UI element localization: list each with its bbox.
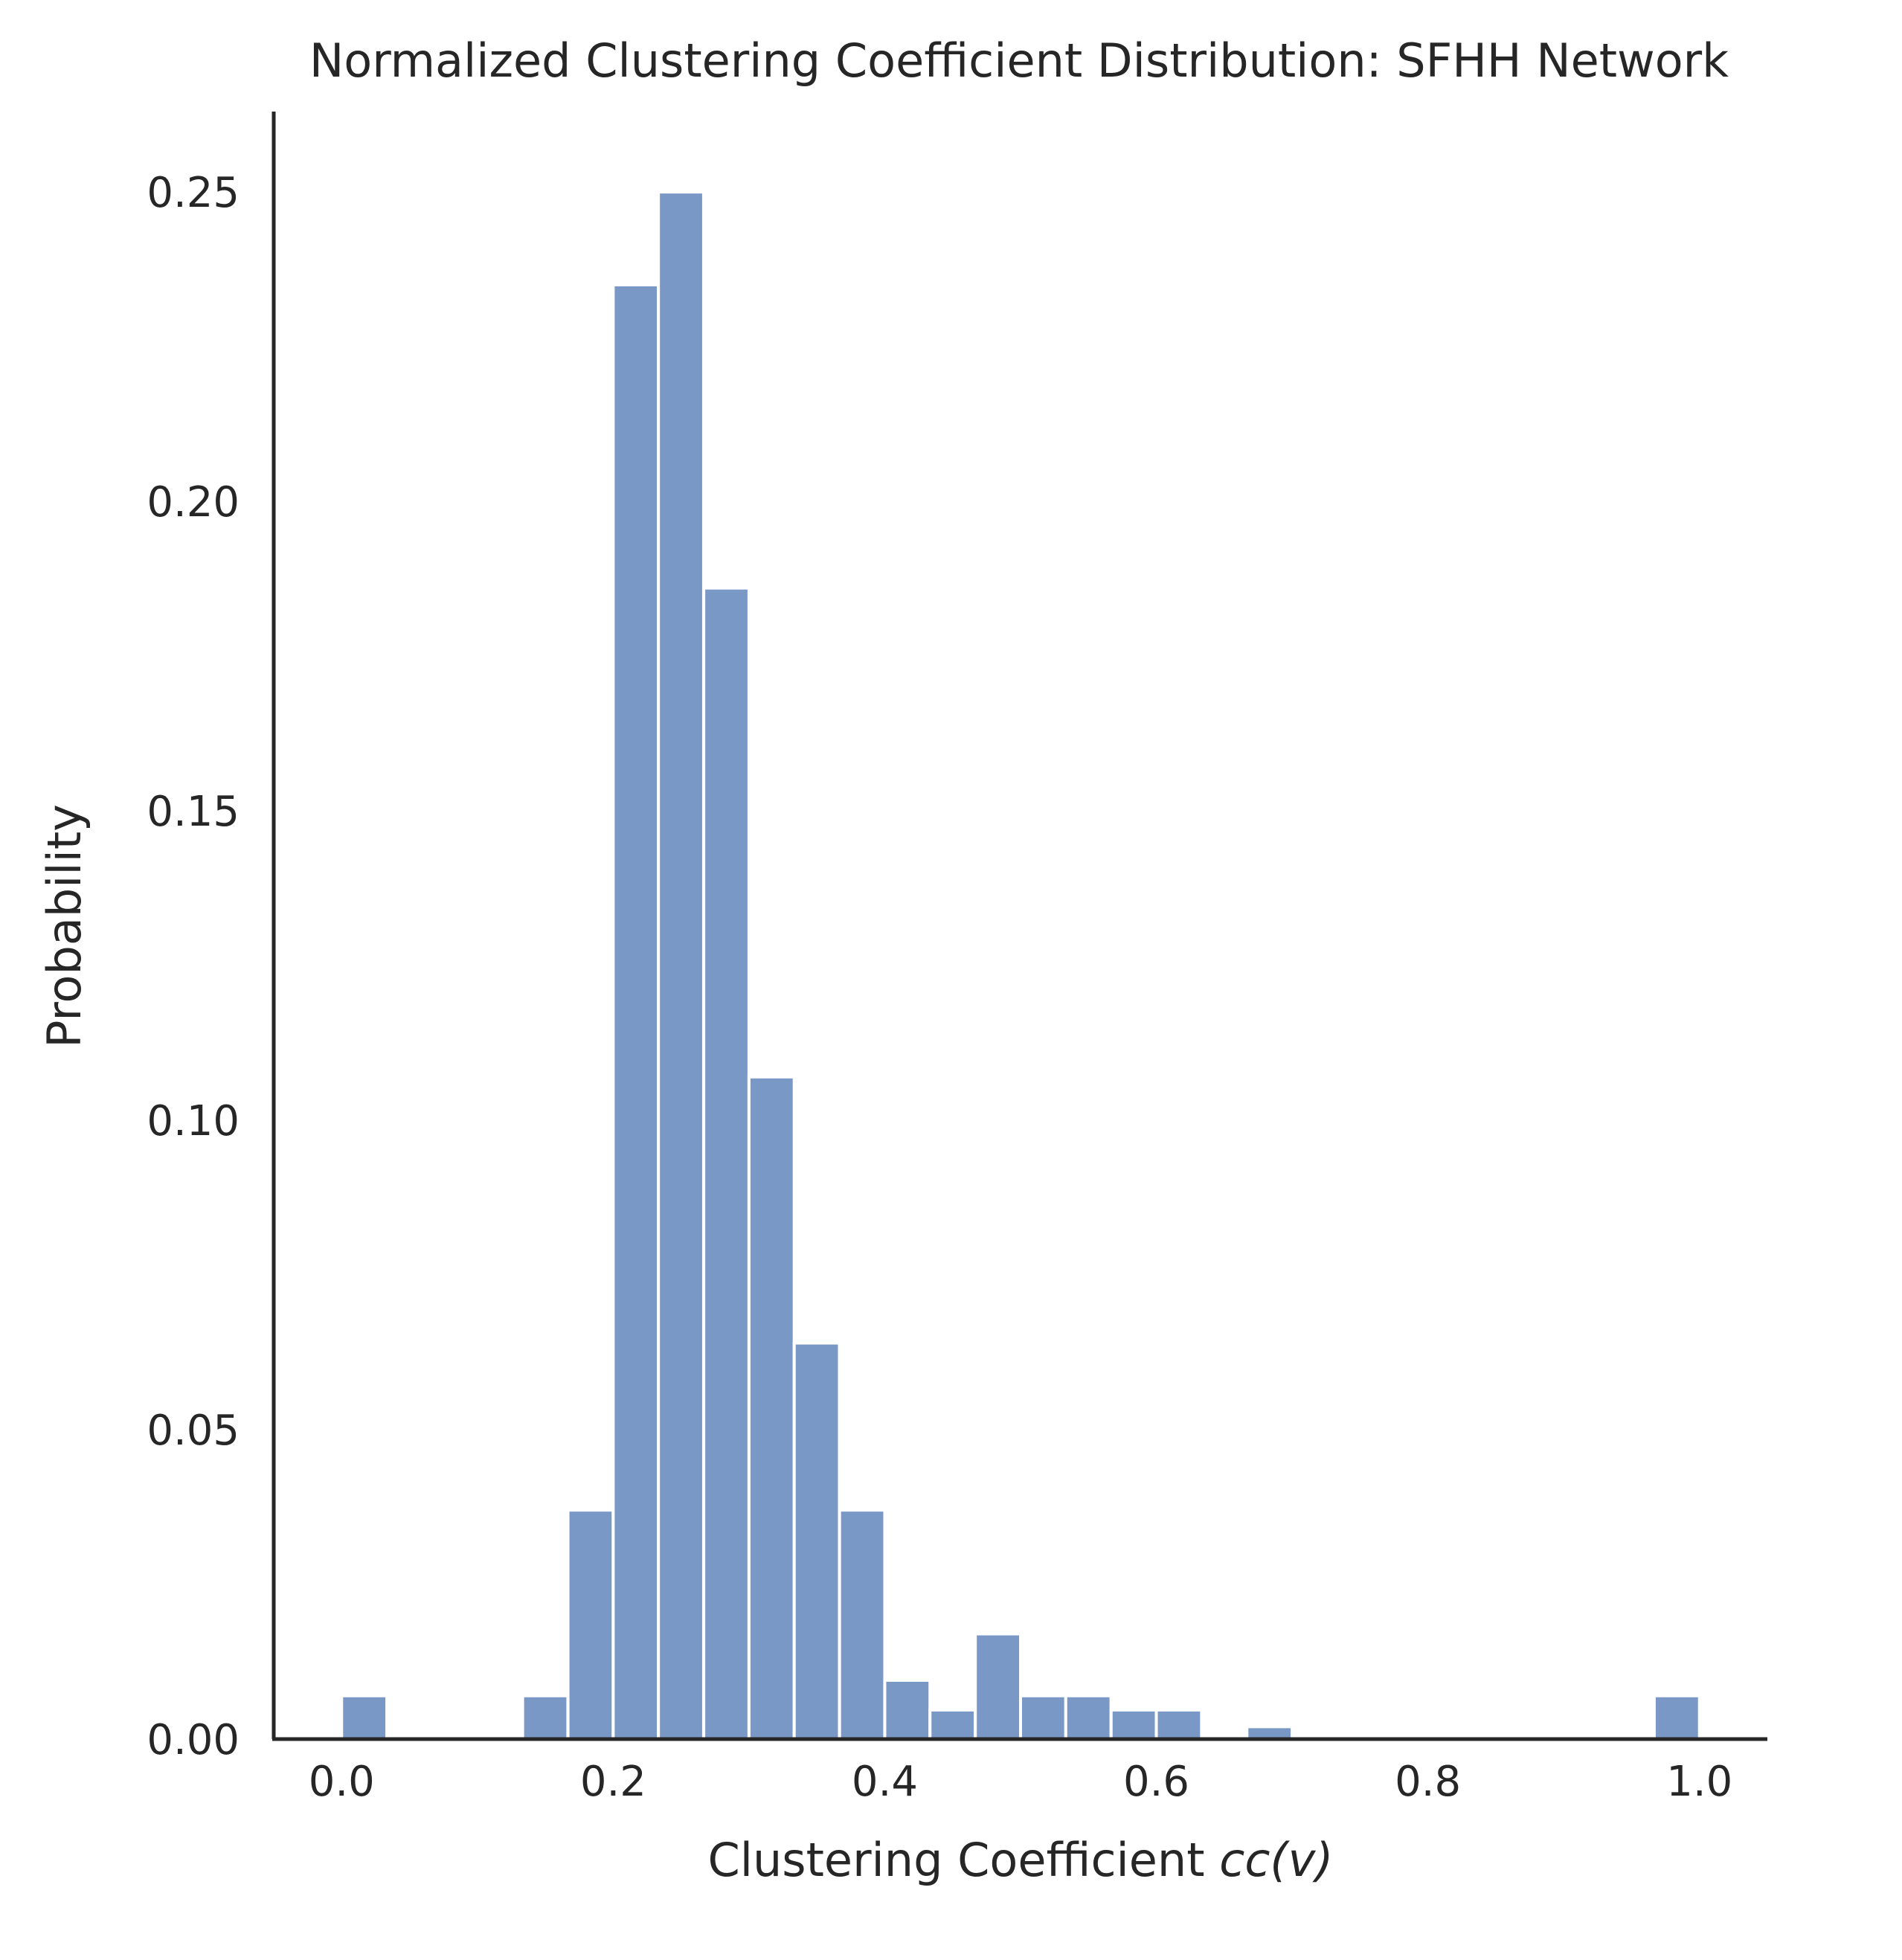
- x-tick-label: 0.8: [1395, 1758, 1461, 1806]
- y-tick-label: 0.05: [147, 1407, 240, 1455]
- histogram-bar: [1109, 1708, 1158, 1741]
- histogram-bar: [340, 1694, 389, 1741]
- histogram-bar: [883, 1678, 932, 1741]
- histogram-bar: [1019, 1694, 1067, 1741]
- histogram-bar: [1154, 1708, 1204, 1741]
- x-tick-label: 0.6: [1123, 1758, 1189, 1806]
- y-tick-label: 0.00: [147, 1716, 240, 1764]
- histogram-bar: [611, 283, 661, 1741]
- histogram-bar: [747, 1075, 796, 1741]
- y-tick-labels: 0.00 0.05 0.10 0.15 0.20 0.25: [147, 169, 240, 1764]
- histogram-bar: [657, 190, 705, 1741]
- x-axis-label-text: Clustering Coefficient: [708, 1833, 1205, 1887]
- histogram-bar: [521, 1694, 570, 1741]
- y-tick-label: 0.25: [147, 169, 240, 217]
- histogram-bar: [838, 1508, 887, 1741]
- histogram-bar: [566, 1508, 615, 1741]
- histogram-bar: [792, 1341, 841, 1741]
- x-axis-label-math: cc(v): [1219, 1833, 1333, 1887]
- x-axis-label: Clustering Coefficient cc(v): [708, 1833, 1334, 1887]
- histogram-bar: [974, 1632, 1023, 1741]
- x-tick-label: 0.4: [852, 1758, 918, 1806]
- x-tick-labels: 0.0 0.2 0.4 0.6 0.8 1.0: [309, 1758, 1733, 1806]
- x-tick-label: 1.0: [1666, 1758, 1732, 1806]
- histogram-bar: [1064, 1694, 1113, 1741]
- histogram-bar: [1652, 1694, 1701, 1741]
- y-axis-label: Probability: [37, 804, 91, 1048]
- y-tick-label: 0.10: [147, 1097, 240, 1146]
- y-tick-label: 0.20: [147, 478, 240, 527]
- bars-group: [340, 190, 1701, 1741]
- histogram-bar: [928, 1708, 977, 1741]
- x-tick-label: 0.2: [580, 1758, 646, 1806]
- histogram-bar: [702, 586, 751, 1741]
- chart-title: Normalized Clustering Coefficient Distri…: [309, 33, 1729, 88]
- x-tick-label: 0.0: [309, 1758, 375, 1806]
- y-tick-label: 0.15: [147, 788, 240, 836]
